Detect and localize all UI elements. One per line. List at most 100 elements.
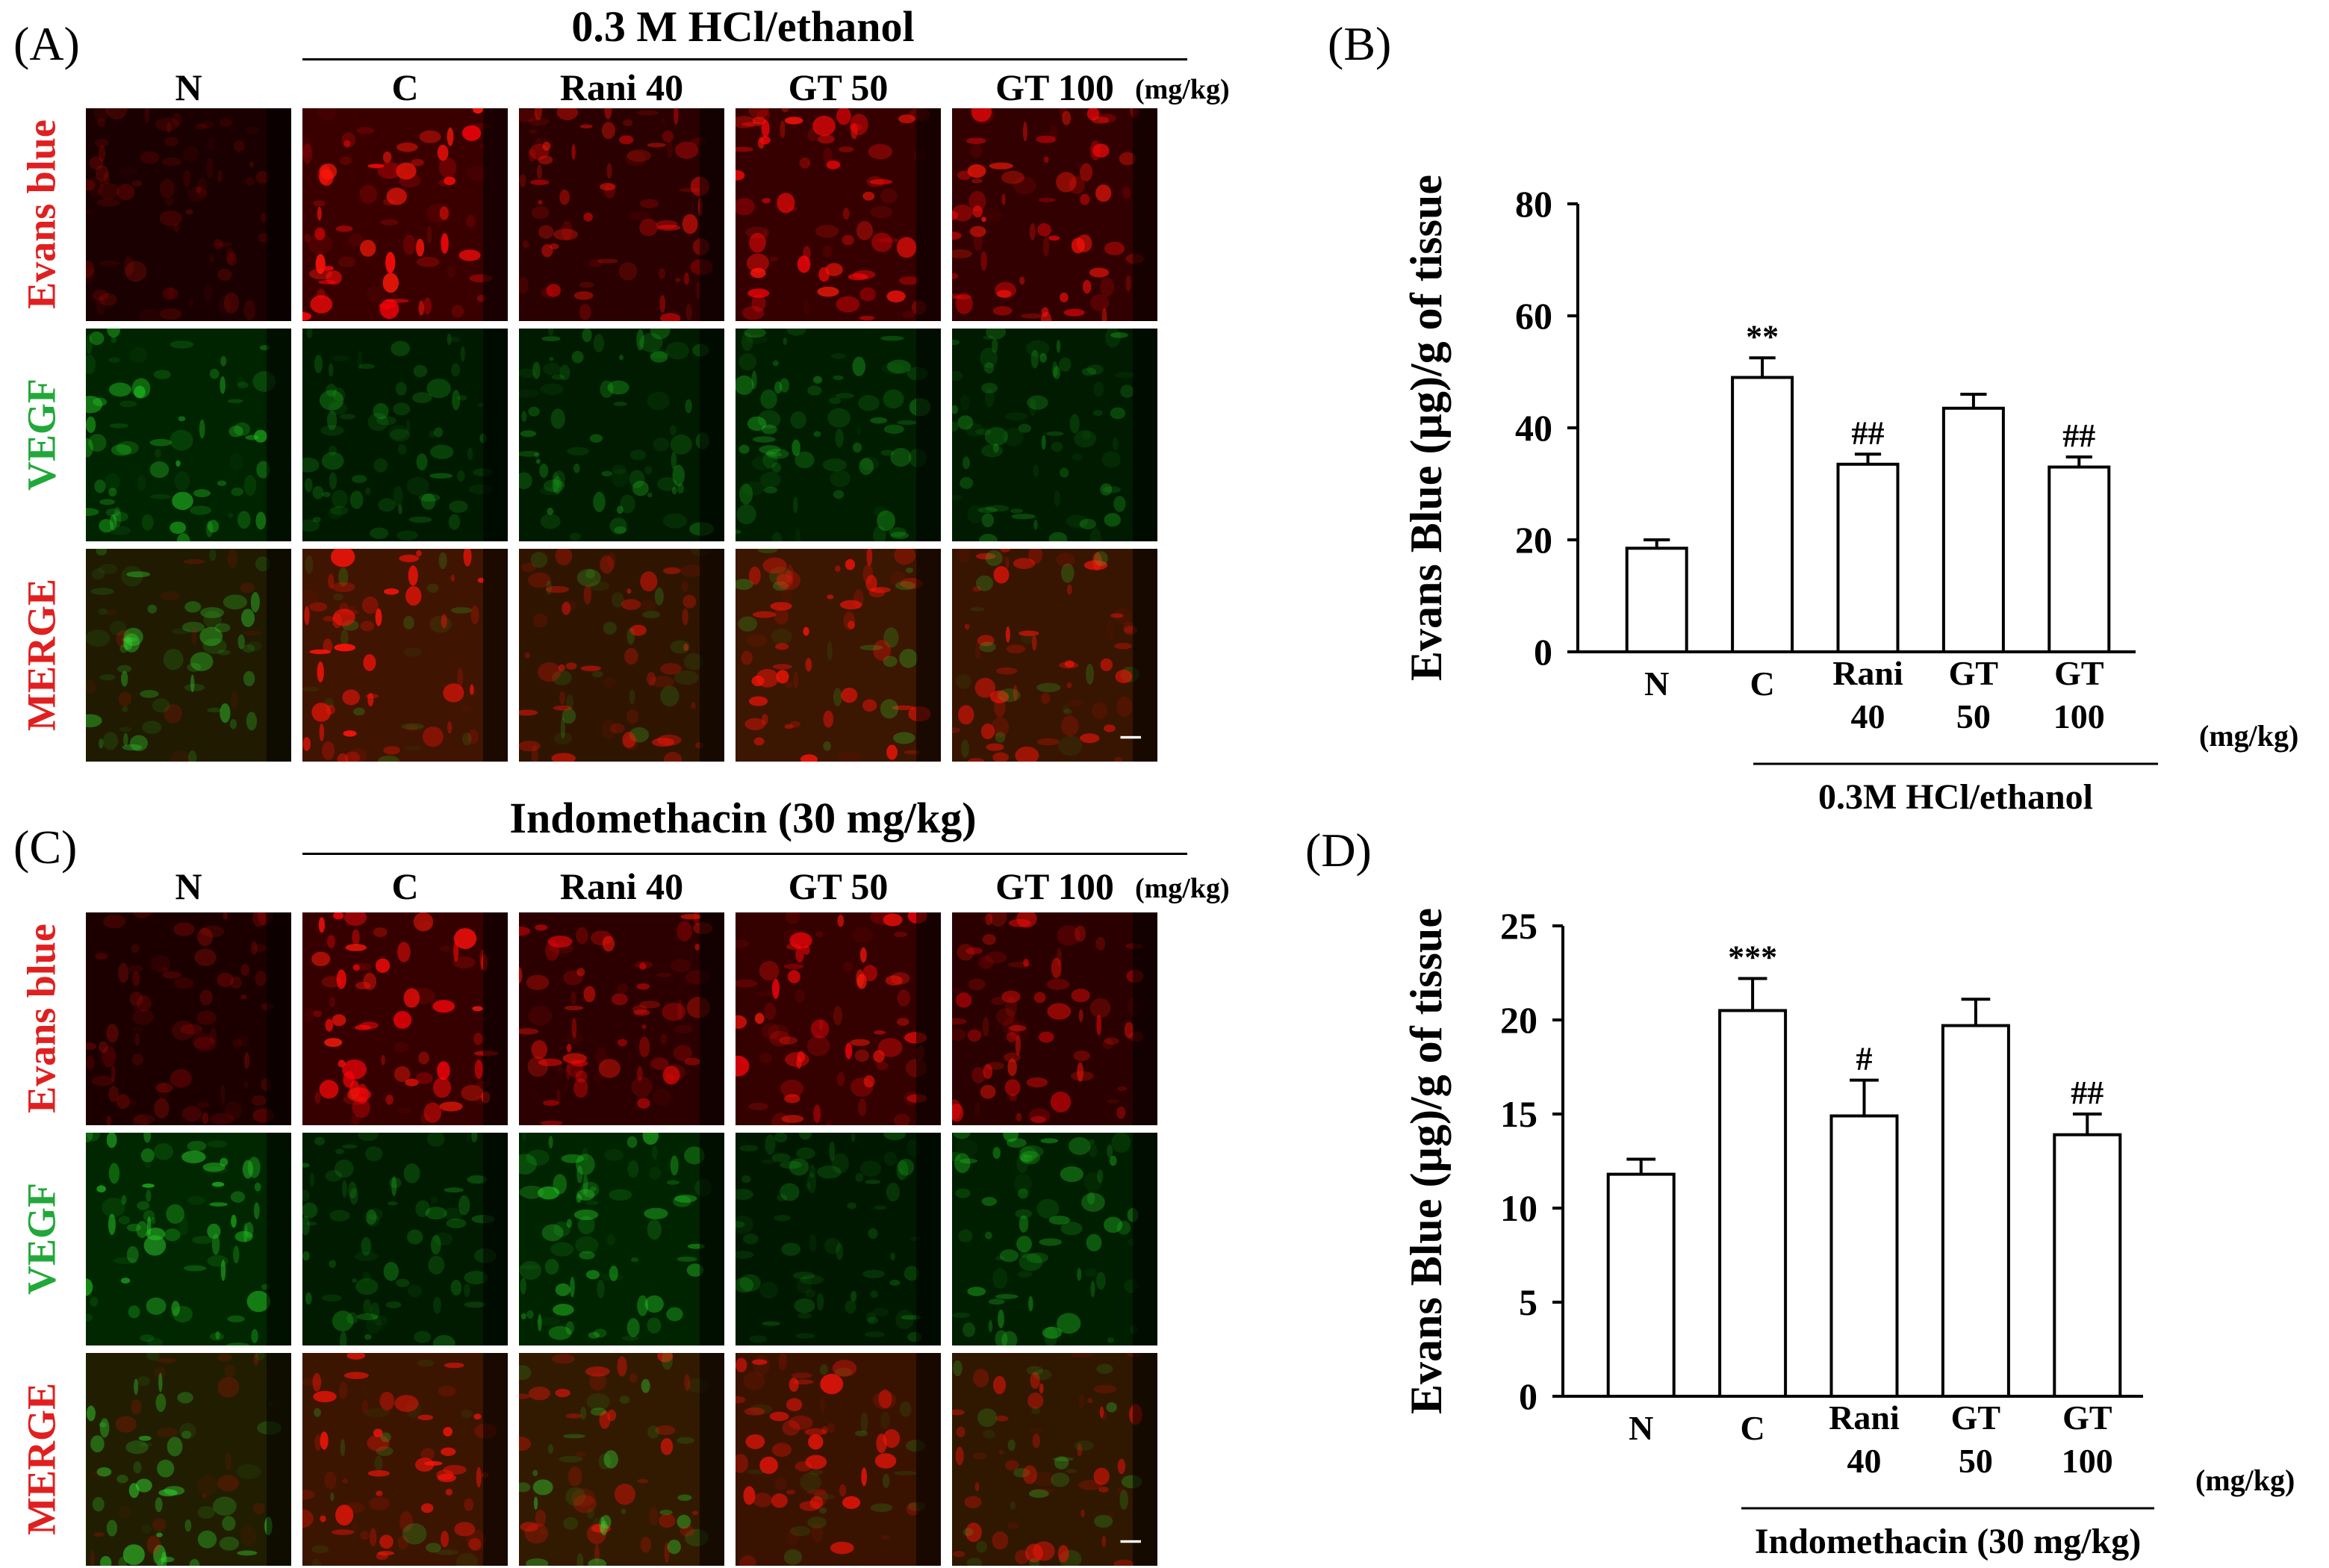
micrograph-hcl-0-0 xyxy=(86,108,291,321)
x-tick-label: Rani xyxy=(1829,1399,1900,1437)
column-header-hcl-3: GT 50 xyxy=(788,66,889,108)
micrograph-hcl-1-2 xyxy=(519,329,724,541)
bar-c xyxy=(1718,1009,1788,1398)
y-tick-label: 60 xyxy=(1515,295,1552,337)
significance-label: *** xyxy=(1728,939,1777,976)
y-tick-label: 10 xyxy=(1500,1187,1537,1229)
micrograph-hcl-0-4 xyxy=(952,108,1157,321)
micrograph-ind-1-2 xyxy=(519,1133,724,1345)
micrograph-hcl-1-0 xyxy=(86,329,291,541)
x-unit-label: (mg/kg) xyxy=(2199,719,2298,753)
significance-label: # xyxy=(1856,1041,1873,1077)
y-tick-label: 80 xyxy=(1515,183,1552,225)
significance-label: ## xyxy=(2071,1074,2103,1111)
column-header-hcl-0: N xyxy=(175,66,202,108)
y-tick-label: 20 xyxy=(1515,519,1552,561)
x-tick-label: C xyxy=(1740,1409,1764,1447)
column-unit-hcl: (mg/kg) xyxy=(1135,74,1230,105)
micrograph-ind-2-4 xyxy=(952,1353,1157,1566)
x-tick-label: GT xyxy=(2054,654,2103,692)
panel-c-title-rule xyxy=(302,853,1187,855)
bar-gt-100 xyxy=(2053,1133,2122,1398)
bar-rani-40 xyxy=(1829,1114,1899,1398)
x-tick-label: 50 xyxy=(1959,1442,1993,1480)
row-label-hcl-1: VEGF xyxy=(19,378,63,491)
column-unit-ind: (mg/kg) xyxy=(1135,873,1230,904)
y-axis-label: Evans Blue (µg)/g of tissue xyxy=(1402,175,1451,681)
bar-gt-50 xyxy=(1941,406,2005,653)
column-header-ind-4: GT 100 xyxy=(995,865,1114,907)
x-tick-label: GT xyxy=(2062,1399,2112,1437)
chart-evans-blue-indomethacin: 0 5 10 15 20 25 Evans Blue (µg)/g of tissue N **… xyxy=(1402,905,2295,1561)
panel-label-a: (A) xyxy=(13,17,80,70)
micrograph-ind-0-4 xyxy=(952,912,1157,1125)
row-label-ind-0: Evans blue xyxy=(19,923,63,1113)
panel-label-c: (C) xyxy=(13,821,78,874)
chart-evans-blue-hcl: 0 20 40 60 80 Evans Blue (µg)/g of tissue N ** C… xyxy=(1402,175,2298,817)
row-label-hcl-0: Evans blue xyxy=(19,119,63,309)
micrograph-hcl-2-0 xyxy=(86,549,291,762)
y-tick-label: 0 xyxy=(1534,631,1552,673)
panel-label-d: (D) xyxy=(1305,824,1372,877)
micrograph-ind-0-1 xyxy=(302,912,508,1125)
panel-c-title: Indomethacin (30 mg/kg) xyxy=(509,794,977,842)
column-header-ind-0: N xyxy=(175,865,202,907)
micrograph-hcl-1-1 xyxy=(302,329,508,541)
x-tick-label: 100 xyxy=(2053,697,2105,735)
column-header-ind-2: Rani 40 xyxy=(559,865,684,907)
significance-label: ** xyxy=(1746,318,1779,355)
column-header-ind-1: C xyxy=(391,865,419,907)
micrograph-hcl-2-3 xyxy=(736,549,941,762)
bar-rani-40 xyxy=(1836,462,1900,653)
x-tick-label: Rani xyxy=(1832,654,1903,692)
column-header-hcl-4: GT 100 xyxy=(995,66,1114,108)
micrograph-hcl-0-2 xyxy=(519,108,724,321)
micrograph-hcl-1-4 xyxy=(952,329,1157,541)
group-label: 0.3M HCl/ethanol xyxy=(1818,777,2093,817)
x-tick-label: 40 xyxy=(1847,1442,1882,1480)
x-tick-label: GT xyxy=(1951,1399,2000,1437)
group-label: Indomethacin (30 mg/kg) xyxy=(1755,1522,2141,1561)
row-label-hcl-2: MERGE xyxy=(19,578,63,731)
significance-label: ## xyxy=(2062,417,2095,454)
bar-gt-100 xyxy=(2047,465,2111,653)
panel-a-title: 0.3 M HCl/ethanol xyxy=(571,2,915,51)
bar-n xyxy=(1625,547,1688,653)
micrograph-ind-0-3 xyxy=(736,912,941,1125)
y-tick-label: 5 xyxy=(1519,1281,1537,1323)
micrograph-hcl-2-2 xyxy=(519,549,724,762)
y-axis-label: Evans Blue (µg)/g of tissue xyxy=(1402,908,1451,1414)
y-tick-label: 0 xyxy=(1519,1375,1537,1417)
column-header-ind-3: GT 50 xyxy=(788,865,889,907)
x-tick-label: C xyxy=(1750,665,1774,703)
y-tick-label: 25 xyxy=(1500,905,1537,947)
x-tick-label: GT xyxy=(1949,654,1998,692)
panel-label-b: (B) xyxy=(1328,17,1392,70)
x-tick-label: 100 xyxy=(2062,1442,2113,1480)
micrograph-ind-2-0 xyxy=(86,1353,291,1566)
column-header-hcl-1: C xyxy=(391,66,419,108)
column-header-hcl-2: Rani 40 xyxy=(559,66,684,108)
micrograph-hcl-2-4 xyxy=(952,549,1157,762)
micrograph-hcl-1-3 xyxy=(736,329,941,541)
x-tick-label: 50 xyxy=(1956,697,1991,735)
micrograph-hcl-2-1 xyxy=(302,549,508,762)
y-tick-label: 15 xyxy=(1500,1093,1537,1135)
x-tick-label: 40 xyxy=(1851,697,1885,735)
micrograph-ind-2-1 xyxy=(302,1353,508,1566)
row-label-ind-2: MERGE xyxy=(19,1382,63,1535)
row-label-ind-1: VEGF xyxy=(19,1182,63,1295)
bar-n xyxy=(1606,1172,1676,1398)
bar-c xyxy=(1731,376,1794,653)
panel-a-title-rule xyxy=(302,58,1187,60)
micrograph-hcl-0-3 xyxy=(736,108,941,321)
y-tick-label: 20 xyxy=(1500,999,1537,1041)
significance-label: ## xyxy=(1852,414,1885,451)
micrograph-ind-1-0 xyxy=(86,1133,291,1345)
micrograph-ind-0-0 xyxy=(86,912,291,1125)
y-tick-label: 40 xyxy=(1515,407,1552,449)
bar-gt-50 xyxy=(1941,1024,2010,1398)
micrograph-hcl-0-1 xyxy=(302,108,508,321)
x-tick-label: N xyxy=(1644,665,1669,703)
x-unit-label: (mg/kg) xyxy=(2195,1463,2295,1497)
